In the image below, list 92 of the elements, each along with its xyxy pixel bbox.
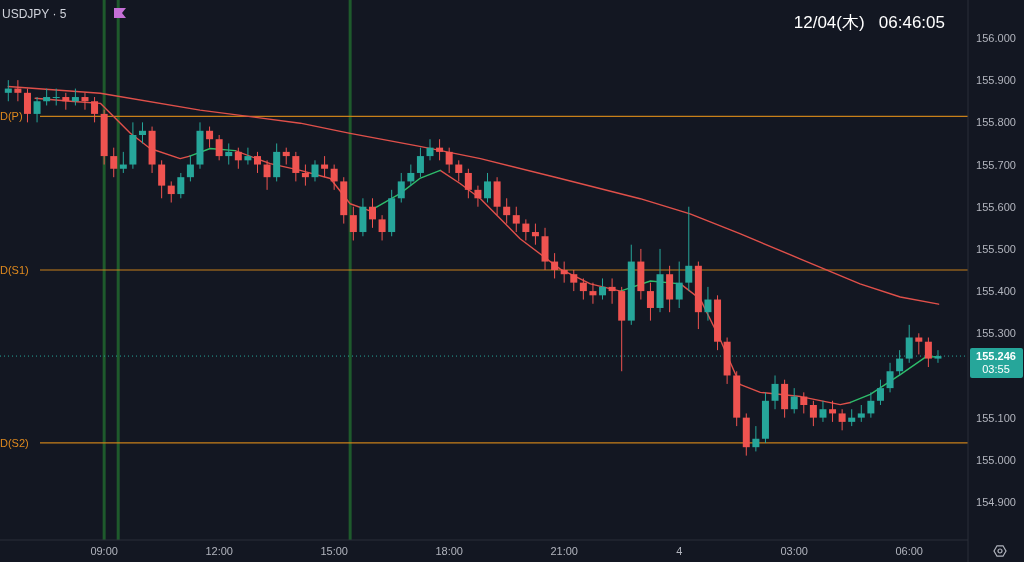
y-tick-label: 155.100 <box>976 411 1016 424</box>
candlestick <box>234 147 242 170</box>
ref-line-label: D(S1) <box>0 264 29 276</box>
candlestick <box>924 337 932 368</box>
candlestick <box>23 88 31 123</box>
candlestick <box>819 400 827 423</box>
candlestick <box>838 408 846 431</box>
candlestick <box>33 96 41 123</box>
candlestick <box>167 180 175 203</box>
candlestick <box>14 79 22 102</box>
candlestick <box>397 172 405 203</box>
candlestick <box>704 286 712 322</box>
ref-line-label: D(S2) <box>0 436 29 449</box>
candlestick <box>119 151 127 174</box>
x-tick-label: 18:00 <box>435 545 463 557</box>
candlestick <box>91 96 99 123</box>
candlestick <box>570 269 578 292</box>
candlestick <box>589 282 597 305</box>
y-tick-label: 155.500 <box>976 242 1016 255</box>
y-tick-label: 155.900 <box>976 74 1016 87</box>
candlestick <box>436 138 444 161</box>
candlestick <box>484 172 492 203</box>
candlestick <box>915 332 923 355</box>
y-tick-label: 155.800 <box>976 116 1016 129</box>
candlestick <box>599 277 607 301</box>
candlestick <box>876 379 884 406</box>
candlestick <box>560 261 568 284</box>
candlestick <box>886 362 894 393</box>
text: USDJPY · 5 <box>2 7 67 21</box>
candlestick <box>455 159 463 182</box>
x-tick-label: 06:00 <box>895 545 923 557</box>
candlestick <box>138 121 146 144</box>
candlestick <box>503 197 511 225</box>
candlestick <box>800 391 808 414</box>
candlestick <box>4 79 12 102</box>
x-tick-label: 03:00 <box>780 545 808 557</box>
y-tick-label: 155.300 <box>976 327 1016 340</box>
candlestick <box>330 164 338 191</box>
y-tick-label: 156.000 <box>976 31 1016 44</box>
candlestick <box>646 282 654 322</box>
candlestick <box>685 206 693 292</box>
annotation: 12/04(木) 06:46:05 <box>793 13 945 32</box>
x-tick-label: 15:00 <box>320 545 348 557</box>
candlestick <box>771 374 779 410</box>
candlestick <box>464 168 472 199</box>
candlestick <box>206 126 214 149</box>
candlestick <box>416 147 424 178</box>
candlestick <box>531 223 539 246</box>
candlestick <box>407 164 415 187</box>
candlestick <box>378 214 386 241</box>
candlestick <box>215 134 223 161</box>
y-tick-label: 155.000 <box>976 453 1016 466</box>
ref-line-label: 155.246 <box>976 350 1016 363</box>
candlestick <box>369 197 376 229</box>
candlestick <box>608 277 616 305</box>
candlestick <box>474 185 482 208</box>
candlestick <box>301 164 309 187</box>
y-tick-label: 155.600 <box>976 200 1016 213</box>
candlestick <box>110 147 118 178</box>
x-tick-label: 09:00 <box>90 545 118 557</box>
candlestick <box>445 147 453 174</box>
y-tick-label: 155.400 <box>976 285 1016 298</box>
x-tick-label: 12:00 <box>205 545 233 557</box>
candlestick <box>186 155 194 182</box>
candlestick <box>158 159 166 199</box>
candlestick <box>522 218 530 241</box>
candlestick <box>551 252 559 279</box>
y-tick-label: 155.700 <box>976 158 1016 171</box>
candlestick <box>579 277 587 301</box>
candlestick <box>829 400 837 423</box>
candlestick <box>426 138 434 161</box>
candlestick <box>512 206 520 233</box>
candlestick <box>225 142 233 166</box>
ref-line-label: D(P) <box>0 110 23 123</box>
candlestick <box>244 147 252 166</box>
candlestick <box>790 387 798 414</box>
candlestick <box>292 151 300 182</box>
candlestick <box>263 159 271 191</box>
y-tick-label: 154.900 <box>976 496 1016 509</box>
candlestick <box>349 206 357 241</box>
x-tick-label: 4 <box>676 545 683 557</box>
candlestick <box>321 155 329 178</box>
candlestick <box>752 425 760 452</box>
candlestick <box>867 391 875 419</box>
candlestick <box>675 261 683 309</box>
text: 03:55 <box>982 363 1010 376</box>
x-tick-label: 21:00 <box>550 545 578 557</box>
candlestick <box>177 172 185 199</box>
candlestick <box>311 159 319 182</box>
candlestick <box>253 151 261 174</box>
candlestick <box>809 400 817 427</box>
candlestick <box>81 92 89 111</box>
